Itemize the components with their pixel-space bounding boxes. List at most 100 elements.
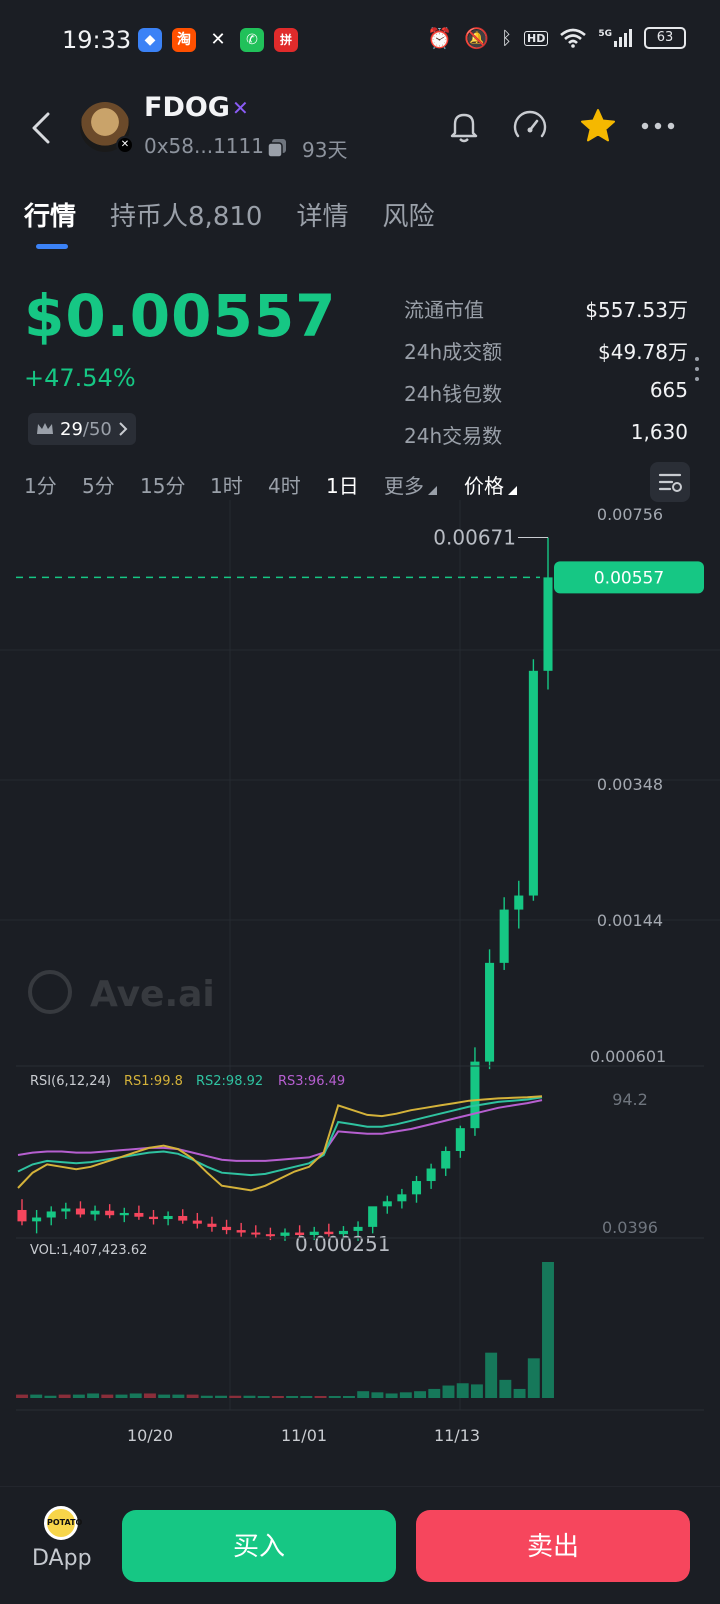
candle — [105, 1210, 115, 1216]
bell-icon[interactable] — [444, 106, 484, 146]
volume-bar — [243, 1395, 256, 1398]
timeframe-15m[interactable]: 15分 — [140, 474, 186, 498]
volume-bars-group — [16, 1262, 554, 1398]
stat-wallets-24h: 24h钱包数 665 — [404, 378, 688, 420]
battery-icon: 63 — [644, 27, 686, 49]
volume-bar — [371, 1392, 384, 1398]
y-tick-label: 0.00348 — [597, 775, 663, 794]
candle — [90, 1210, 100, 1215]
high-price-label: 0.00671 — [433, 526, 516, 550]
tab-risk[interactable]: 风险 — [382, 202, 435, 232]
volume-bar — [428, 1388, 441, 1398]
rsi-rs2-line — [17, 1096, 543, 1177]
volume-bar — [286, 1396, 299, 1398]
volume-bar — [215, 1395, 227, 1398]
wifi-icon — [560, 28, 587, 48]
buy-button[interactable]: 买入 — [122, 1510, 396, 1582]
token-symbol: FDOG — [144, 92, 230, 123]
gauge-icon[interactable] — [510, 106, 550, 146]
volume-bar — [58, 1394, 71, 1398]
rsi-tick-low: 0.0396 — [602, 1218, 658, 1237]
more-timeframes-dropdown[interactable]: 更多 — [384, 470, 437, 499]
price-chart[interactable]: Ave.ai 0.00756 0.00348 0.00144 0.000601 … — [0, 500, 720, 1460]
stat-label: 24h成交额 — [404, 340, 503, 364]
price-type-dropdown[interactable]: 价格 — [464, 470, 517, 499]
dropdown-triangle-icon — [508, 486, 517, 495]
chain-badge-icon: ✕ — [116, 136, 134, 154]
token-stats: 流通市值 $557.53万 24h成交额 $49.78万 24h钱包数 665 24h… — [404, 294, 688, 462]
alarm-icon: ⏰ — [427, 26, 453, 50]
volume-bar — [513, 1388, 526, 1398]
timeframe-1d[interactable]: 1日 — [326, 474, 359, 498]
rsi-rs1-line — [17, 1095, 543, 1192]
mute-icon: 🔕 — [464, 26, 490, 50]
chart-grid — [0, 500, 720, 1410]
stat-value: 665 — [649, 378, 688, 402]
timeframe-1h[interactable]: 1时 — [210, 474, 243, 498]
copy-icon[interactable] — [266, 137, 288, 159]
timeframe-4h[interactable]: 4时 — [268, 474, 301, 498]
volume-bar — [470, 1384, 483, 1398]
volume-bar — [442, 1385, 455, 1398]
volume-bar — [200, 1395, 213, 1398]
x-tick-label: 11/13 — [434, 1426, 480, 1445]
volume-bar — [30, 1394, 43, 1398]
candle — [338, 1230, 348, 1235]
tab-details[interactable]: 详情 — [296, 202, 349, 232]
candle — [222, 1226, 232, 1231]
stat-label: 流通市值 — [404, 298, 484, 322]
stat-value: $49.78万 — [598, 340, 688, 364]
x-tick-label: 10/20 — [127, 1426, 173, 1445]
candle — [324, 1231, 334, 1235]
tab-holders[interactable]: 持币人8,810 — [110, 202, 263, 232]
volume-bar — [16, 1394, 28, 1398]
volume-bar — [542, 1262, 554, 1398]
volume-bar — [143, 1393, 156, 1398]
timeframe-1m[interactable]: 1分 — [24, 474, 57, 498]
app-x-notification-icon: ✕ — [210, 29, 226, 50]
candle — [528, 670, 538, 896]
stat-label: 24h交易数 — [404, 424, 503, 448]
bluetooth-icon: ᛒ — [501, 27, 512, 49]
sell-button[interactable]: 卖出 — [416, 1510, 690, 1582]
volume-bar — [399, 1392, 412, 1398]
hd-icon: HD — [524, 30, 549, 46]
candle — [207, 1223, 217, 1227]
low-price-label: 0.000251 — [295, 1232, 390, 1256]
volume-bar — [72, 1394, 85, 1398]
tab-market[interactable]: 行情 — [24, 202, 77, 232]
volume-bar — [343, 1396, 355, 1398]
chevron-right-icon — [119, 422, 128, 436]
volume-bar — [44, 1395, 57, 1398]
back-icon[interactable] — [28, 108, 54, 148]
star-favorite-icon[interactable] — [578, 106, 618, 146]
candle — [32, 1217, 42, 1222]
candle — [397, 1194, 407, 1202]
current-price: $0.00557 — [24, 282, 337, 350]
token-address[interactable]: 0x58...1111 — [144, 134, 264, 158]
stat-volume-24h: 24h成交额 $49.78万 — [404, 336, 688, 378]
status-icons: ⏰ 🔕 ᛒ HD 5G 63 — [427, 26, 686, 50]
stat-value: 1,630 — [630, 420, 688, 444]
current-price-tag — [554, 561, 704, 594]
y-tick-label: 0.00756 — [597, 505, 663, 524]
more-options-icon[interactable] — [638, 106, 678, 146]
candle — [382, 1201, 392, 1207]
dapp-logo-icon[interactable]: POTATO — [44, 1506, 82, 1540]
rank-badge[interactable]: 29/50 — [28, 413, 136, 445]
timeframe-5m[interactable]: 5分 — [82, 474, 115, 498]
vertical-dots-icon[interactable] — [694, 356, 700, 382]
volume-bar — [499, 1379, 512, 1398]
phone-notification-icon: ✆ — [240, 28, 264, 52]
candle — [163, 1215, 173, 1220]
app-notification-icon: ◆ — [138, 28, 162, 52]
status-bar: 19:33 ◆ 淘 ✕ ✆ 拼 ⏰ 🔕 ᛒ HD 5G 63 — [0, 0, 720, 80]
volume-bar — [456, 1383, 469, 1398]
active-tab-indicator — [36, 244, 68, 249]
volume-bar — [328, 1396, 341, 1398]
dapp-label[interactable]: DApp — [32, 1546, 92, 1571]
volume-bar — [87, 1393, 100, 1398]
rsi-tick-high: 94.2 — [612, 1090, 648, 1109]
chart-settings-icon[interactable] — [650, 462, 690, 502]
rsi-rs3-line — [17, 1099, 543, 1162]
